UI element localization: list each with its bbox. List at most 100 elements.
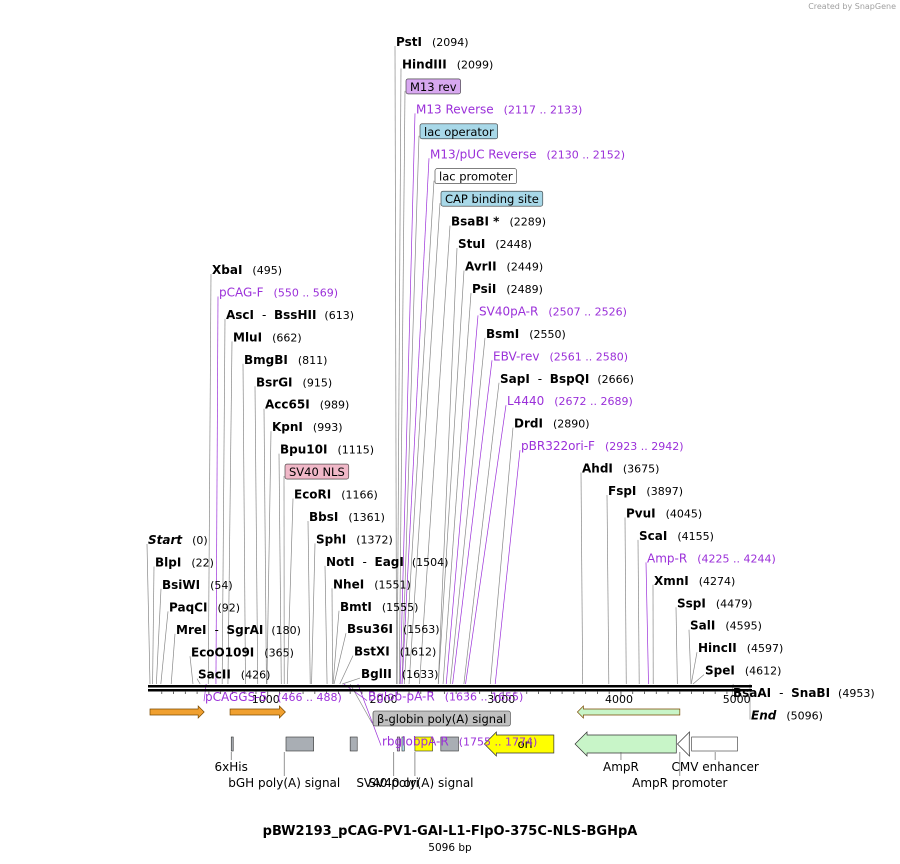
- site-sali: SalI (4595): [690, 619, 762, 633]
- site-end: End (5096): [751, 709, 823, 723]
- site-separator: -: [779, 686, 783, 700]
- site-coord: (2489): [506, 283, 543, 296]
- site-coord: (4595): [725, 620, 762, 633]
- feature-box: [440, 190, 544, 207]
- leader-line: [286, 498, 294, 685]
- site-coord: (495): [252, 264, 282, 277]
- site-coord: (2666): [597, 373, 634, 386]
- site-coord: (1504): [412, 556, 449, 569]
- site-name: pCAG-F: [219, 285, 264, 299]
- site-sv40pa-r: SV40pA-R (2507 .. 2526): [479, 304, 627, 318]
- leader-line: [160, 611, 169, 685]
- site-paqci: PaqCI (92): [169, 600, 240, 614]
- feature-name: ori: [518, 737, 533, 751]
- site-coord: (0): [192, 534, 208, 547]
- feature-shape: [576, 705, 681, 719]
- leader-line: [637, 539, 640, 685]
- site-name: BglII: [361, 667, 392, 681]
- site-bmti: BmtI (1555): [340, 600, 418, 614]
- site-name: BsrGI: [256, 375, 293, 389]
- site-name: BstXI: [354, 645, 390, 659]
- site-coord: (2561 .. 2580): [549, 350, 628, 363]
- site-bstxi: BstXI (1612): [354, 645, 436, 659]
- site-name: NotI: [326, 555, 355, 569]
- svg-text:bGH poly(A) signal: bGH poly(A) signal: [228, 776, 340, 790]
- site-coord: (4045): [666, 507, 703, 520]
- leader-line: [606, 494, 610, 685]
- site-coord: (2890): [553, 418, 590, 431]
- leader-line: [489, 427, 514, 685]
- site-name: BsaAI: [733, 686, 771, 700]
- site-name: SV40pA-R: [479, 304, 538, 318]
- leader-line: [170, 633, 176, 685]
- site-coord: (92): [217, 601, 240, 614]
- ruler-label-1000: 1000: [252, 693, 280, 706]
- site-ecori: EcoRI (1166): [294, 488, 378, 502]
- site-coord: (426): [241, 669, 271, 682]
- feature-ori: ori: [483, 731, 555, 757]
- site-name: M13/pUC Reverse: [430, 147, 537, 161]
- site-coord: (2117 .. 2133): [504, 103, 583, 116]
- leader-line: [307, 520, 311, 685]
- site-spei: SpeI (4612): [705, 664, 781, 678]
- feature-label-ampr: AmpR: [603, 752, 639, 774]
- site-coord: (2289): [509, 216, 546, 229]
- plasmid-linear-map: 1000 2000 3000 4000 5000 ori PstI (2094) HindI…: [146, 35, 875, 790]
- site-nhei: NheI (1551): [333, 577, 411, 591]
- site-noti: NotI - EagI (1504): [326, 555, 448, 569]
- site-name: M13 Reverse: [416, 102, 494, 116]
- site-pbr322ori-f: pBR322ori-F (2923 .. 2942): [521, 439, 684, 453]
- site-coord: (1361): [348, 511, 385, 524]
- site-name: MluI: [233, 330, 262, 344]
- leader-line: [196, 678, 201, 685]
- leader-line: [452, 360, 493, 685]
- site-hincii: HincII (4597): [698, 641, 783, 655]
- site-coord: (1372): [356, 533, 393, 546]
- site-coord: (4479): [716, 597, 753, 610]
- leader-line: [398, 90, 406, 685]
- site-globin-poly-a-signal: β-globin poly(A) signal: [372, 710, 511, 727]
- leader-line: [645, 562, 649, 685]
- site-name: ScaI: [639, 529, 667, 543]
- feature-shape: [414, 736, 433, 752]
- site-scai: ScaI (4155): [639, 529, 714, 543]
- leader-line: [394, 45, 397, 685]
- ruler-label-5000: 5000: [723, 693, 751, 706]
- leader-line: [189, 656, 194, 685]
- svg-text:SV40 poly(A) signal: SV40 poly(A) signal: [356, 776, 473, 790]
- site-coord: (989): [320, 399, 350, 412]
- site-coord: (2550): [529, 328, 566, 341]
- site-coord: (54): [210, 579, 233, 592]
- site-hindiii: HindIII (2099): [402, 57, 493, 71]
- site-sphi: SphI (1372): [316, 532, 393, 546]
- leader-line: [419, 225, 451, 685]
- leader-line: [580, 472, 584, 685]
- sequence-backbone: [148, 685, 752, 692]
- svg-text:AmpR promoter: AmpR promoter: [632, 776, 727, 790]
- site-bsabi: BsaBI * (2289): [451, 215, 546, 229]
- site-name-2: SnaBI: [791, 686, 830, 700]
- site-name: End: [751, 709, 777, 723]
- site-coord: (5096): [786, 710, 823, 723]
- site-psti: PstI (2094): [396, 35, 469, 49]
- feature-label-sv40-ori: SV40 ori: [368, 752, 419, 790]
- leader-line: [449, 337, 486, 685]
- leader-line: [156, 588, 162, 685]
- ruler-label-4000: 4000: [605, 693, 633, 706]
- site-m13-rev: M13 rev: [405, 78, 461, 95]
- site-coord: (550 .. 569): [274, 286, 339, 299]
- feature-box: [284, 463, 350, 480]
- site-coord: (1612): [400, 646, 437, 659]
- site-coord: (1636 .. 1655): [445, 691, 524, 704]
- ruler-label-2000: 2000: [369, 693, 397, 706]
- leader-line: [463, 382, 500, 685]
- leader-line: [324, 565, 328, 685]
- leader-line: [688, 629, 692, 685]
- site-sv40-nls: SV40 NLS: [284, 463, 350, 480]
- site-ebv-rev: EBV-rev (2561 .. 2580): [493, 349, 628, 363]
- feature-shape: [440, 736, 459, 752]
- site-xmni: XmnI (4274): [654, 574, 735, 588]
- site-name: EcoRI: [294, 488, 331, 502]
- site-coord: (2923 .. 2942): [605, 440, 684, 453]
- site-bmgbi: BmgBI (811): [244, 353, 327, 367]
